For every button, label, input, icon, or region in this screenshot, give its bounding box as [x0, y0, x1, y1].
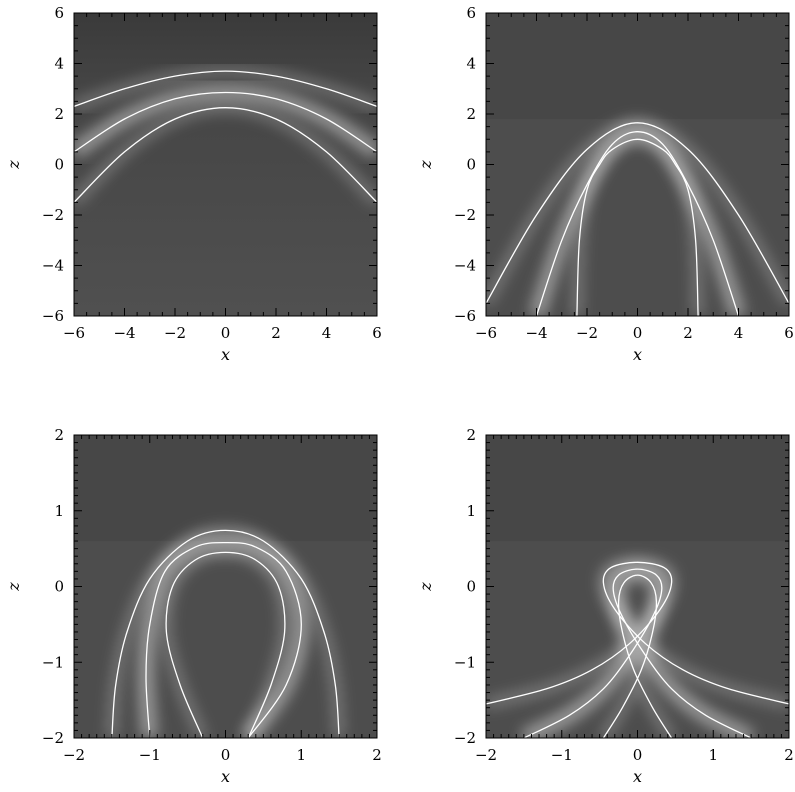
y-tick-label: −6 — [42, 307, 64, 325]
image-dark-top — [486, 13, 789, 120]
x-tick-label: −6 — [63, 324, 85, 342]
y-axis-label: z — [4, 582, 23, 592]
x-tick-label: −2 — [475, 746, 497, 764]
x-tick-label: 0 — [633, 324, 643, 342]
y-tick-label: −6 — [454, 307, 476, 325]
panel-top-left: −6 −4 −2 0 2 4 6 −6 −4 −2 0 2 4 6 x z — [4, 4, 382, 364]
x-tick-label: 2 — [271, 324, 281, 342]
y-tick-label: 4 — [466, 55, 476, 73]
ticks — [73, 12, 378, 317]
panel-bottom-right: −2 −1 0 1 2 −2 −1 0 1 2 x z — [416, 426, 794, 786]
y-axis-label: z — [416, 160, 435, 170]
field-line — [523, 568, 752, 738]
x-axis-label: x — [221, 767, 230, 786]
field-line — [74, 70, 377, 108]
y-tick-label: 4 — [54, 55, 64, 73]
ticks — [485, 12, 790, 317]
x-tick-label: 6 — [784, 324, 794, 342]
y-tick-label: 2 — [466, 426, 476, 444]
field-line — [165, 551, 286, 738]
x-axis-label: x — [221, 345, 230, 364]
x-tick-label: 1 — [708, 746, 718, 764]
ticks — [485, 434, 790, 739]
y-tick-label: 1 — [466, 502, 476, 520]
y-tick-label: −2 — [42, 729, 64, 747]
x-tick-label: 1 — [296, 746, 306, 764]
field-line — [602, 574, 673, 738]
y-tick-label: 0 — [466, 578, 476, 596]
x-tick-label: −4 — [113, 324, 135, 342]
image-background — [74, 13, 377, 316]
y-tick-label: 6 — [466, 4, 476, 22]
y-tick-label: −1 — [42, 653, 64, 671]
x-axis-label: x — [633, 345, 642, 364]
field-line — [74, 91, 377, 153]
y-tick-label: 2 — [54, 426, 64, 444]
image-dark-top — [486, 435, 789, 542]
x-tick-label: −4 — [525, 324, 547, 342]
x-tick-label: 0 — [633, 746, 643, 764]
y-tick-label: −4 — [42, 257, 64, 275]
field-line — [576, 138, 699, 316]
x-tick-label: 0 — [221, 746, 231, 764]
y-tick-label: 0 — [466, 156, 476, 174]
y-tick-label: 2 — [54, 105, 64, 123]
field-line — [74, 107, 377, 203]
field-line — [486, 122, 789, 304]
panel-bottom-left: −2 −1 0 1 2 −2 −1 0 1 2 x z — [4, 426, 382, 786]
x-tick-label: −6 — [475, 324, 497, 342]
x-tick-label: 4 — [322, 324, 332, 342]
y-tick-label: 6 — [54, 4, 64, 22]
y-tick-label: 1 — [54, 502, 64, 520]
y-tick-label: −1 — [454, 653, 476, 671]
y-tick-label: −2 — [42, 206, 64, 224]
y-tick-label: 0 — [54, 156, 64, 174]
ticks — [73, 434, 378, 739]
x-tick-label: −2 — [576, 324, 598, 342]
x-tick-label: −1 — [551, 746, 573, 764]
panel-top-right: −6 −4 −2 0 2 4 6 −6 −4 −2 0 2 4 6 x z — [416, 4, 794, 364]
y-axis-label: z — [416, 582, 435, 592]
x-tick-label: 2 — [784, 746, 794, 764]
x-tick-label: 6 — [372, 324, 382, 342]
x-tick-label: −2 — [63, 746, 85, 764]
x-tick-label: 2 — [683, 324, 693, 342]
image-dark-top — [74, 435, 377, 542]
y-tick-label: 0 — [54, 578, 64, 596]
x-tick-label: −2 — [164, 324, 186, 342]
x-tick-label: 4 — [734, 324, 744, 342]
field-line — [145, 541, 302, 738]
x-tick-label: −1 — [139, 746, 161, 764]
field-line — [111, 529, 340, 738]
y-axis-label: z — [4, 160, 23, 170]
y-tick-label: 2 — [466, 105, 476, 123]
field-line — [486, 561, 789, 705]
x-axis-label: x — [633, 767, 642, 786]
y-tick-label: −2 — [454, 206, 476, 224]
y-tick-label: −2 — [454, 729, 476, 747]
x-tick-label: 0 — [221, 324, 231, 342]
x-tick-label: 2 — [372, 746, 382, 764]
y-tick-label: −4 — [454, 257, 476, 275]
field-line — [535, 131, 740, 316]
